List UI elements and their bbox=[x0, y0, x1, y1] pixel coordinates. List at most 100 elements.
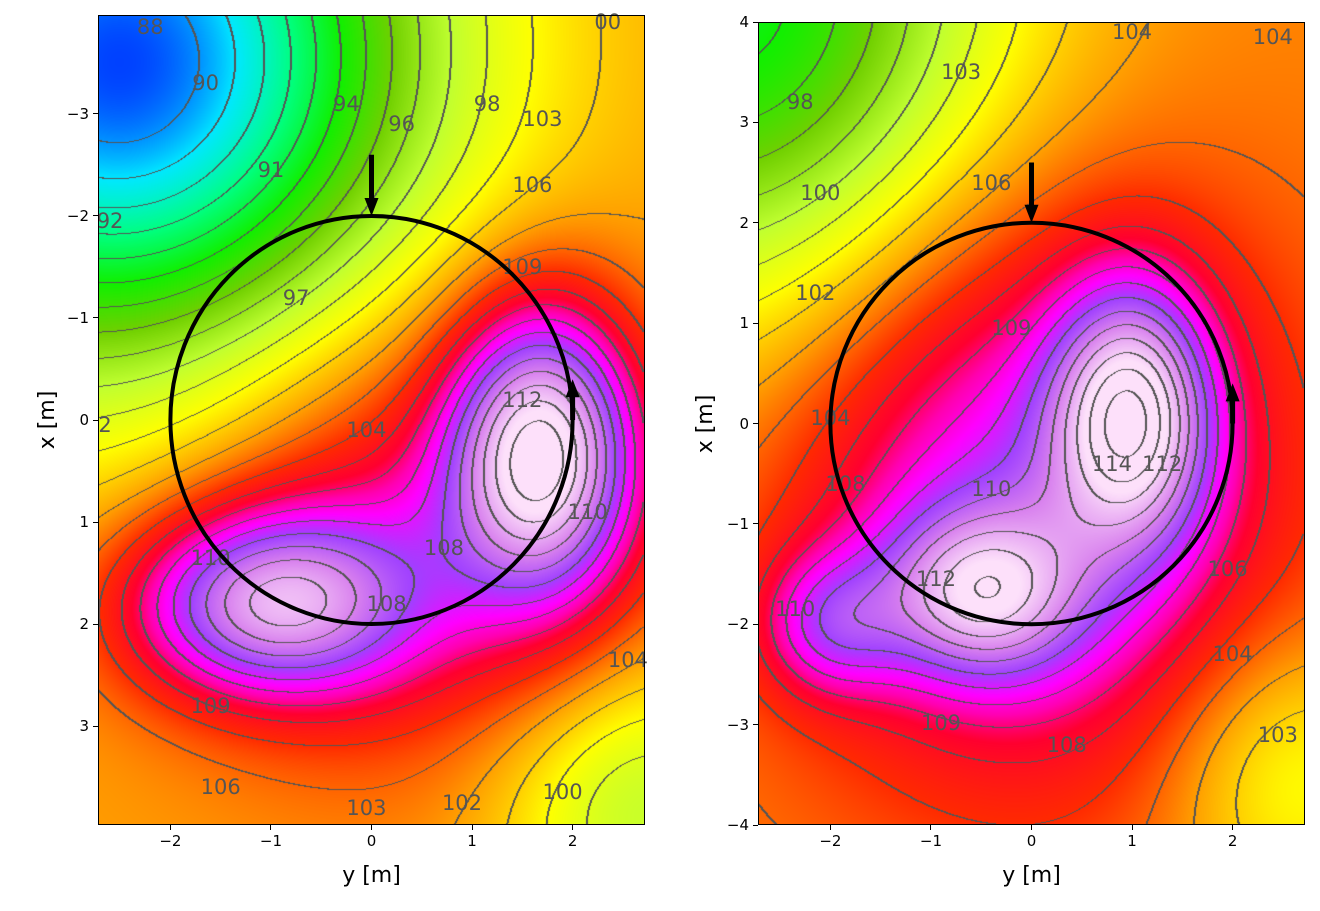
y-tick-mark bbox=[753, 824, 758, 826]
contour-label: 106 bbox=[1207, 557, 1248, 582]
contour-label: 112 bbox=[915, 567, 957, 592]
x-tick-label: 1 bbox=[1127, 832, 1137, 850]
y-tick-label: 2 bbox=[739, 213, 749, 232]
left-contour-plot: 88 90 91 92 94 96 98 103 106 109 97 104 112 110 110 108… bbox=[35, 10, 648, 888]
contour-label: 100 bbox=[542, 780, 583, 805]
direction-arrow bbox=[1024, 162, 1039, 223]
x-tick-mark bbox=[1031, 825, 1032, 830]
trajectory-overlay bbox=[828, 162, 1240, 627]
contour-label: 104 bbox=[1212, 642, 1253, 667]
y-axis-label: x [m] bbox=[34, 390, 60, 450]
contour-label: 103 bbox=[522, 107, 563, 132]
contour-label: 108 bbox=[825, 471, 866, 496]
y-tick-label: 3 bbox=[739, 113, 749, 132]
y-tick-mark bbox=[93, 215, 98, 217]
y-tick-mark bbox=[753, 322, 758, 324]
right-contour-plot: 98 100 102 103 104 104 106 109 104 108 110 114 112 11… bbox=[693, 13, 1305, 888]
x-tick-mark bbox=[169, 825, 171, 830]
x-tick-label: −2 bbox=[819, 832, 842, 850]
x-tick-mark bbox=[371, 825, 372, 830]
contour-label: 109 bbox=[991, 316, 1032, 341]
x-tick-label: −2 bbox=[159, 832, 182, 850]
x-tick-mark bbox=[270, 825, 272, 830]
y-tick-mark bbox=[753, 623, 758, 625]
contour-label: 98 bbox=[786, 90, 814, 115]
contour-label: 114 bbox=[1091, 451, 1132, 476]
x-tick-mark bbox=[572, 825, 574, 830]
contour-label: 91 bbox=[257, 158, 285, 183]
contour-label: 109 bbox=[190, 693, 231, 718]
contour-label: 104 bbox=[607, 647, 648, 672]
trajectory-overlay bbox=[168, 154, 580, 627]
y-tick-label: −2 bbox=[66, 206, 89, 225]
contour-label: 103 bbox=[941, 60, 982, 85]
y-tick-label: −3 bbox=[66, 104, 89, 123]
y-tick-label: 0 bbox=[79, 411, 89, 429]
y-tick-mark bbox=[93, 113, 98, 115]
contour-label: 94 bbox=[332, 91, 360, 116]
y-tick-label: −3 bbox=[726, 715, 749, 734]
contour-label: 108 bbox=[423, 535, 464, 560]
contour-label: 106 bbox=[512, 173, 553, 198]
direction-arrow bbox=[565, 379, 580, 420]
contour-label: 2 bbox=[98, 413, 112, 438]
contour-label: 106 bbox=[200, 775, 241, 800]
heatmap-surface bbox=[98, 15, 645, 825]
contour-label: 98 bbox=[473, 91, 501, 116]
contour-label: 97 bbox=[282, 285, 310, 310]
y-tick-mark bbox=[753, 423, 758, 424]
contour-label: 103 bbox=[1257, 722, 1298, 747]
contour-label: 90 bbox=[192, 71, 219, 96]
y-tick-mark bbox=[93, 623, 98, 625]
y-tick-label: 2 bbox=[79, 615, 89, 634]
x-tick-mark bbox=[930, 825, 932, 830]
y-tick-label: 1 bbox=[739, 314, 749, 333]
y-tick-label: −1 bbox=[726, 514, 749, 533]
x-tick-label: 1 bbox=[467, 832, 477, 850]
x-tick-mark bbox=[1232, 825, 1234, 830]
direction-arrow bbox=[364, 154, 379, 216]
contour-label: 112 bbox=[502, 387, 543, 412]
y-tick-mark bbox=[753, 724, 758, 726]
contour-label: 102 bbox=[441, 790, 483, 815]
heatmap-surface bbox=[758, 22, 1305, 825]
contour-label: 103 bbox=[346, 795, 387, 820]
y-tick-mark bbox=[93, 317, 98, 319]
contour-label: 106 bbox=[971, 170, 1012, 195]
direction-arrow bbox=[1225, 383, 1240, 424]
contour-label: 112 bbox=[1142, 451, 1183, 476]
x-tick-label: 0 bbox=[366, 832, 377, 850]
contour-label: 109 bbox=[920, 710, 962, 735]
y-tick-label: 1 bbox=[79, 513, 89, 531]
y-axis-label: x [m] bbox=[692, 394, 718, 453]
circular-path bbox=[828, 220, 1235, 627]
contour-label: 110 bbox=[971, 476, 1012, 501]
contour-label: 100 bbox=[800, 180, 841, 205]
y-tick-label: −4 bbox=[726, 816, 749, 834]
contour-label: 92 bbox=[96, 209, 124, 234]
y-tick-mark bbox=[93, 725, 98, 727]
x-tick-label: 0 bbox=[1026, 832, 1037, 850]
y-tick-mark bbox=[753, 222, 758, 224]
contour-label: 88 bbox=[136, 15, 164, 40]
x-tick-mark bbox=[471, 825, 473, 830]
y-tick-mark bbox=[93, 521, 98, 523]
x-tick-label: −1 bbox=[919, 832, 942, 850]
y-tick-mark bbox=[93, 419, 98, 421]
contour-label: 108 bbox=[1046, 732, 1087, 757]
x-tick-mark bbox=[829, 825, 831, 830]
y-tick-mark bbox=[753, 21, 758, 23]
contour-label: 108 bbox=[366, 591, 407, 616]
contour-label: 110 bbox=[567, 499, 608, 524]
contour-label: 96 bbox=[388, 112, 416, 137]
x-tick-label: 2 bbox=[567, 832, 578, 850]
circular-path bbox=[168, 213, 575, 627]
contour-label: 102 bbox=[795, 281, 836, 305]
x-tick-mark bbox=[1131, 825, 1133, 830]
y-tick-label: 4 bbox=[739, 13, 749, 31]
x-tick-label: 2 bbox=[1227, 832, 1238, 850]
y-tick-label: 3 bbox=[79, 717, 89, 736]
y-tick-label: 0 bbox=[739, 414, 749, 433]
x-tick-label: −1 bbox=[259, 832, 282, 850]
x-axis-label: y [m] bbox=[1002, 863, 1061, 888]
